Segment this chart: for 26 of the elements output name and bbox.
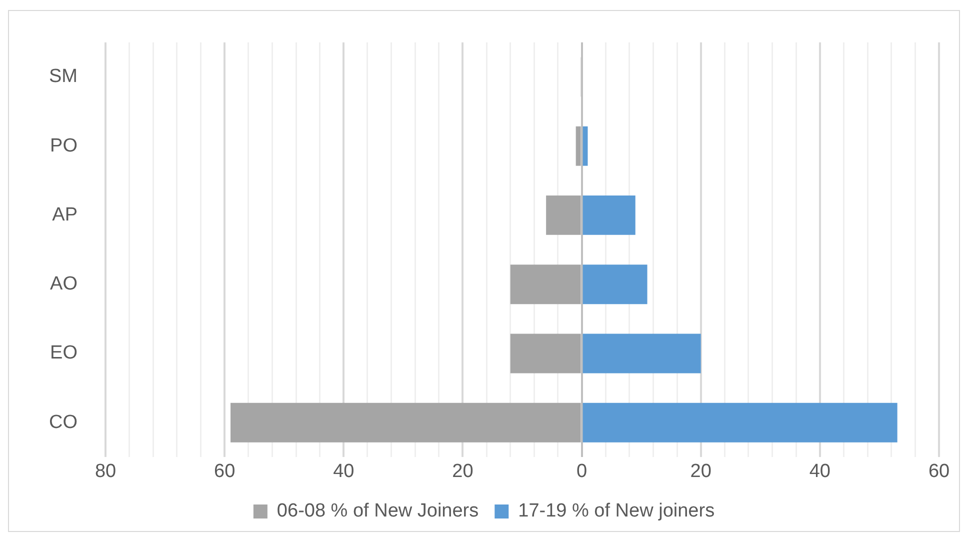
x-tick-label: 20 — [452, 460, 474, 482]
bar — [582, 126, 588, 166]
x-tick-label: 80 — [94, 460, 116, 482]
y-tick-label: AP — [52, 204, 78, 226]
x-tick-label: 60 — [214, 460, 236, 482]
x-tick-label: 20 — [690, 460, 712, 482]
legend-label: 17-19 % of New joiners — [518, 500, 715, 522]
x-tick-label: 40 — [809, 460, 830, 482]
x-tick-label: 60 — [928, 460, 950, 482]
bar — [510, 334, 581, 374]
bar — [546, 196, 581, 235]
bar — [582, 264, 648, 304]
y-tick-label: AO — [50, 274, 78, 295]
y-tick-label: PO — [50, 135, 78, 156]
bar — [576, 126, 581, 166]
y-tick-label: CO — [49, 412, 78, 433]
bar — [582, 334, 701, 374]
bar — [582, 196, 636, 235]
legend-label: 06-08 % of New Joiners — [276, 500, 479, 522]
bar — [230, 402, 581, 442]
x-tick-label: 0 — [576, 460, 588, 482]
x-tick-label: 40 — [333, 460, 354, 482]
bar — [582, 402, 898, 442]
bar — [510, 264, 581, 304]
y-tick-label: SM — [49, 66, 78, 88]
y-tick-label: EO — [50, 342, 78, 364]
